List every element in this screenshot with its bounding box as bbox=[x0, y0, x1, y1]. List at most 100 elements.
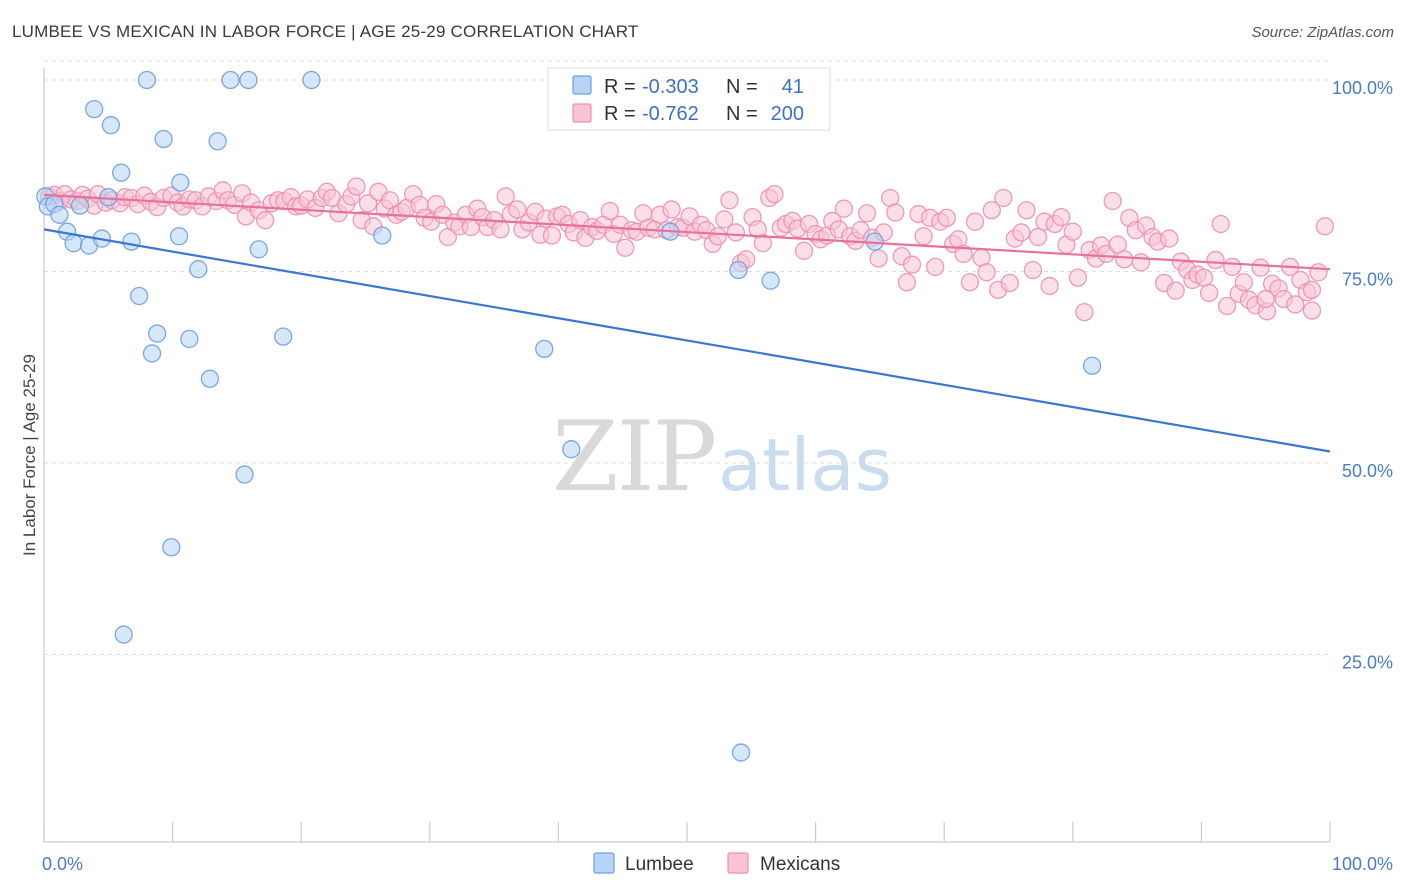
data-point-lumbee bbox=[200, 369, 220, 388]
data-point-lumbee bbox=[535, 339, 554, 359]
data-point-mexicans bbox=[977, 263, 996, 282]
data-point-lumbee bbox=[562, 440, 581, 459]
data-point-lumbee bbox=[171, 173, 190, 192]
data-point-mexicans bbox=[1166, 281, 1185, 300]
data-point-lumbee bbox=[137, 70, 157, 90]
legend: R = -0.303 N = 41 R = -0.762 N = 200 bbox=[547, 67, 831, 131]
data-point-mexicans bbox=[753, 234, 773, 253]
data-point-lumbee bbox=[169, 227, 189, 246]
data-point-lumbee bbox=[761, 271, 780, 290]
data-point-mexicans bbox=[1251, 258, 1270, 277]
chart-title: LUMBEE VS MEXICAN IN LABOR FORCE | AGE 2… bbox=[12, 22, 639, 41]
data-point-mexicans bbox=[726, 223, 746, 242]
data-point-mexicans bbox=[1206, 250, 1225, 270]
data-point-mexicans bbox=[1012, 223, 1031, 242]
data-point-mexicans bbox=[794, 241, 814, 260]
data-point-lumbee bbox=[101, 116, 121, 135]
series-mexicans bbox=[39, 177, 1335, 322]
legend-r-label-lumbee: R = bbox=[604, 76, 636, 98]
data-point-mexicans bbox=[1160, 229, 1179, 248]
data-point-lumbee bbox=[208, 132, 227, 151]
data-point-lumbee bbox=[274, 327, 293, 346]
data-point-lumbee bbox=[235, 465, 254, 484]
chart-source: Source: ZipAtlas.com bbox=[1251, 24, 1394, 41]
data-point-mexicans bbox=[954, 244, 973, 264]
data-point-mexicans bbox=[765, 184, 784, 204]
legend-r-value-mexicans: -0.762 bbox=[642, 103, 699, 125]
data-point-lumbee bbox=[731, 743, 751, 762]
legend-swatch-lumbee bbox=[572, 75, 592, 95]
trend-line-mexicans bbox=[43, 193, 1331, 271]
data-point-lumbee bbox=[64, 234, 83, 253]
data-point-mexicans bbox=[1211, 214, 1230, 234]
data-point-mexicans bbox=[1017, 201, 1036, 220]
data-point-mexicans bbox=[1000, 273, 1019, 293]
data-point-lumbee bbox=[221, 70, 240, 90]
bottom-legend-swatch-lumbee bbox=[593, 852, 615, 874]
y-tick-labels: 25.0% 50.0% 75.0% 100.0% bbox=[1332, 78, 1393, 673]
data-point-lumbee bbox=[112, 163, 131, 182]
legend-n-value-mexicans: 200 bbox=[771, 103, 804, 125]
data-point-mexicans bbox=[1223, 257, 1242, 277]
watermark-zip: ZIP bbox=[552, 401, 715, 513]
bottom-legend-swatch-mexicans bbox=[727, 852, 749, 874]
legend-box bbox=[547, 67, 831, 131]
data-point-mexicans bbox=[1028, 227, 1048, 247]
data-point-mexicans bbox=[1063, 222, 1082, 241]
series-lumbee bbox=[36, 70, 1102, 762]
trend-lines bbox=[43, 193, 1331, 453]
y-axis-label: In Labor Force | Age 25-29 bbox=[20, 354, 39, 556]
legend-swatch-mexicans bbox=[572, 103, 592, 123]
data-point-mexicans bbox=[869, 249, 888, 268]
data-point-mexicans bbox=[256, 211, 275, 230]
data-point-lumbee bbox=[85, 99, 104, 119]
data-point-mexicans bbox=[508, 200, 527, 219]
data-point-mexicans bbox=[1131, 253, 1151, 272]
data-point-mexicans bbox=[1309, 263, 1328, 282]
data-point-mexicans bbox=[857, 204, 877, 223]
x-tick-label: 100.0% bbox=[1332, 854, 1393, 874]
data-point-mexicans bbox=[834, 199, 854, 218]
x-tick-labels: 0.0% 100.0% bbox=[42, 854, 1393, 874]
data-point-mexicans bbox=[720, 191, 739, 210]
data-point-mexicans bbox=[1234, 273, 1253, 292]
data-point-mexicans bbox=[616, 238, 635, 257]
data-point-mexicans bbox=[1040, 276, 1059, 296]
data-point-lumbee bbox=[122, 232, 141, 251]
data-point-mexicans bbox=[1075, 302, 1094, 322]
data-point-mexicans bbox=[1115, 250, 1134, 269]
data-point-mexicans bbox=[662, 200, 681, 219]
data-point-mexicans bbox=[965, 212, 985, 231]
watermark: ZIP atlas bbox=[552, 401, 892, 513]
data-point-mexicans bbox=[994, 188, 1013, 208]
data-point-mexicans bbox=[960, 273, 980, 292]
data-point-mexicans bbox=[496, 187, 515, 206]
data-point-lumbee bbox=[1082, 356, 1102, 375]
legend-n-label-lumbee: N = bbox=[726, 76, 758, 98]
data-point-mexicans bbox=[926, 257, 945, 277]
data-point-mexicans bbox=[491, 220, 510, 239]
y-tick-label: 25.0% bbox=[1342, 653, 1393, 673]
bottom-legend-label-mexicans: Mexicans bbox=[760, 854, 840, 875]
data-point-lumbee bbox=[239, 70, 258, 90]
data-point-mexicans bbox=[1286, 295, 1305, 314]
gridlines bbox=[44, 60, 1330, 655]
bottom-legend: Lumbee Mexicans bbox=[593, 852, 840, 875]
watermark-atlas: atlas bbox=[718, 423, 892, 507]
data-point-lumbee bbox=[154, 129, 173, 149]
data-point-mexicans bbox=[1103, 191, 1122, 211]
y-tick-label: 75.0% bbox=[1342, 270, 1393, 290]
data-point-lumbee bbox=[162, 538, 181, 557]
data-point-mexicans bbox=[600, 201, 619, 221]
data-point-mexicans bbox=[1315, 217, 1335, 236]
data-point-lumbee bbox=[130, 286, 149, 306]
data-point-lumbee bbox=[142, 344, 162, 363]
data-point-lumbee bbox=[729, 260, 748, 280]
data-point-mexicans bbox=[1217, 296, 1237, 316]
data-point-lumbee bbox=[302, 70, 321, 90]
data-point-mexicans bbox=[937, 208, 956, 228]
data-point-mexicans bbox=[1302, 301, 1322, 320]
data-point-lumbee bbox=[373, 226, 392, 245]
data-point-mexicans bbox=[902, 255, 922, 274]
data-point-mexicans bbox=[708, 227, 728, 246]
